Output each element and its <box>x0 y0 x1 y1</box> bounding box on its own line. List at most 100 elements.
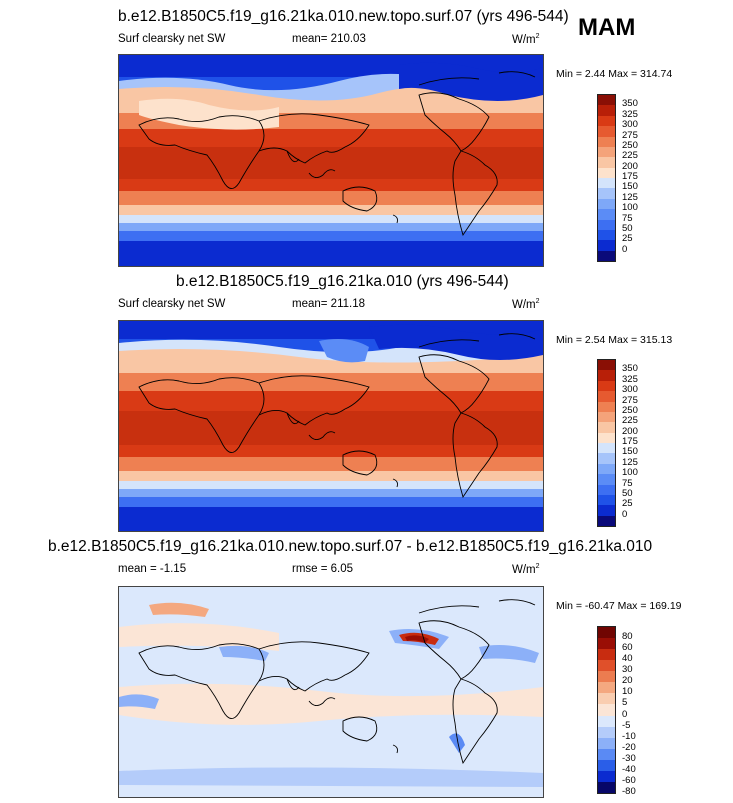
colorbar-tick-label: 40 <box>622 653 633 665</box>
colorbar-segment <box>598 638 615 650</box>
panel2-map-field <box>119 321 543 531</box>
colorbar-tick-label: -80 <box>622 786 636 797</box>
colorbar-tick-label: 275 <box>622 129 638 141</box>
colorbar-segment <box>598 474 615 485</box>
colorbar-segment <box>598 693 615 705</box>
colorbar-tick-label: 350 <box>622 98 638 110</box>
colorbar-segment <box>598 432 615 443</box>
season-label: MAM <box>578 14 636 41</box>
colorbar-tick-label: 125 <box>622 456 638 468</box>
colorbar-tick-label: -30 <box>622 752 636 764</box>
panel1-map-field <box>119 55 543 266</box>
colorbar-tick-label: 25 <box>622 498 633 510</box>
colorbar-segment <box>598 146 615 158</box>
panel2-mean: mean= 211.18 <box>292 298 365 310</box>
colorbar-segment <box>598 770 615 782</box>
colorbar-tick-label: 30 <box>622 664 633 676</box>
panel1-minmax: Min = 2.44 Max = 314.74 <box>556 68 673 80</box>
colorbar-segment <box>598 167 615 178</box>
panel3-minmax: Min = -60.47 Max = 169.19 <box>556 600 682 612</box>
colorbar-tick-label: 100 <box>622 467 638 479</box>
panel3-colorbar <box>597 626 616 794</box>
colorbar-segment <box>598 737 615 749</box>
panel1-title: b.e12.B1850C5.f19_g16.21ka.010.new.topo.… <box>118 8 569 25</box>
panel2-colorbar <box>597 359 616 527</box>
colorbar-tick-label: -20 <box>622 741 636 753</box>
panel3-units: W/m2 <box>512 563 540 576</box>
colorbar-segment <box>598 105 615 116</box>
colorbar-segment <box>598 178 615 189</box>
colorbar-tick-label: 80 <box>622 631 633 643</box>
panel3-title: b.e12.B1850C5.f19_g16.21ka.010.new.topo.… <box>48 538 653 555</box>
colorbar-segment <box>598 748 615 760</box>
colorbar-segment <box>598 240 615 251</box>
panel1-variable: Surf clearsky net SW <box>118 33 226 45</box>
colorbar-segment <box>598 115 615 127</box>
colorbar-tick-label: 75 <box>622 212 633 224</box>
colorbar-segment <box>598 136 615 147</box>
colorbar-tick-label: 100 <box>622 202 638 214</box>
colorbar-segment <box>598 453 615 464</box>
colorbar-segment <box>598 443 615 454</box>
panel2-minmax: Min = 2.54 Max = 315.13 <box>556 334 673 346</box>
colorbar-tick-label: 200 <box>622 160 638 172</box>
colorbar-segment <box>598 781 615 793</box>
panel3-mean: mean = -1.15 <box>118 563 187 575</box>
colorbar-tick-label: 75 <box>622 477 633 489</box>
panel1-colorbar <box>597 94 616 262</box>
colorbar-segment <box>598 505 615 516</box>
colorbar-segment <box>598 759 615 771</box>
panel2-variable: Surf clearsky net SW <box>118 298 226 310</box>
colorbar-tick-label: 300 <box>622 119 638 131</box>
colorbar-tick-label: 150 <box>622 446 638 458</box>
colorbar-segment <box>598 494 615 506</box>
colorbar-segment <box>598 401 615 412</box>
colorbar-tick-label: -10 <box>622 730 636 742</box>
colorbar-segment <box>598 463 615 475</box>
colorbar-segment <box>598 726 615 738</box>
colorbar-tick-label: 275 <box>622 394 638 406</box>
colorbar-segment <box>598 95 615 106</box>
colorbar-segment <box>598 198 615 210</box>
colorbar-segment <box>598 649 615 661</box>
colorbar-tick-label: 350 <box>622 363 638 375</box>
panel1-units: W/m2 <box>512 33 540 46</box>
panel1-map <box>118 54 544 267</box>
panel3-map-field <box>119 587 543 797</box>
colorbar-tick-label: 20 <box>622 675 633 687</box>
colorbar-segment <box>598 484 615 495</box>
colorbar-tick-label: 25 <box>622 233 633 245</box>
colorbar-tick-label: 225 <box>622 150 638 162</box>
colorbar-tick-label: 300 <box>622 384 638 396</box>
panel2-map <box>118 320 544 532</box>
panel2-title: b.e12.B1850C5.f19_g16.21ka.010 (yrs 496-… <box>176 273 509 290</box>
colorbar-segment <box>598 360 615 371</box>
colorbar-tick-label: 60 <box>622 642 633 654</box>
colorbar-tick-label: -5 <box>622 719 631 731</box>
colorbar-segment <box>598 704 615 716</box>
colorbar-tick-label: -60 <box>622 774 636 786</box>
colorbar-tick-label: 10 <box>622 686 633 698</box>
colorbar-segment <box>598 126 615 137</box>
panel1-mean: mean= 210.03 <box>292 33 366 45</box>
colorbar-tick-label: 0 <box>622 708 628 720</box>
colorbar-segment <box>598 229 615 241</box>
colorbar-tick-label: 250 <box>622 404 638 416</box>
colorbar-segment <box>598 188 615 199</box>
colorbar-tick-label: 50 <box>622 487 633 499</box>
colorbar-segment <box>598 380 615 392</box>
panel3-rmse: rmse = 6.05 <box>292 563 354 575</box>
colorbar-tick-label: 5 <box>622 697 628 709</box>
colorbar-tick-label: 125 <box>622 191 638 203</box>
colorbar-tick-label: 150 <box>622 181 638 193</box>
colorbar-tick-label: 225 <box>622 415 638 427</box>
colorbar-segment <box>598 715 615 727</box>
colorbar-segment <box>598 515 615 526</box>
colorbar-tick-label: 200 <box>622 425 638 437</box>
colorbar-segment <box>598 209 615 220</box>
colorbar-segment <box>598 627 615 639</box>
colorbar-segment <box>598 157 615 168</box>
colorbar-segment <box>598 411 615 423</box>
colorbar-tick-label: 50 <box>622 222 633 234</box>
colorbar-tick-label: 325 <box>622 373 638 385</box>
